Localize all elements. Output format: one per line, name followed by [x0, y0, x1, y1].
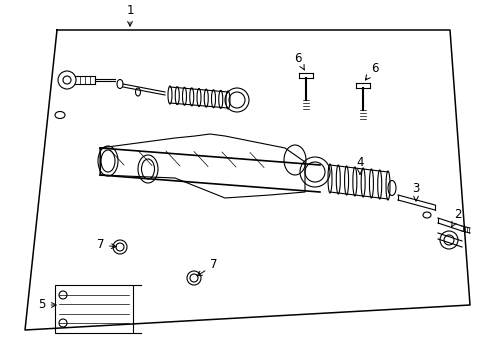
Text: 2: 2: [451, 208, 461, 227]
Text: 7: 7: [96, 238, 116, 252]
Bar: [55, 285, 133, 333]
Text: 1: 1: [126, 4, 134, 26]
Text: 4: 4: [356, 156, 363, 174]
Text: 6: 6: [294, 51, 304, 70]
Text: 5: 5: [38, 298, 56, 311]
Text: 7: 7: [197, 258, 217, 276]
Text: 3: 3: [411, 181, 419, 201]
Text: 6: 6: [365, 62, 378, 80]
